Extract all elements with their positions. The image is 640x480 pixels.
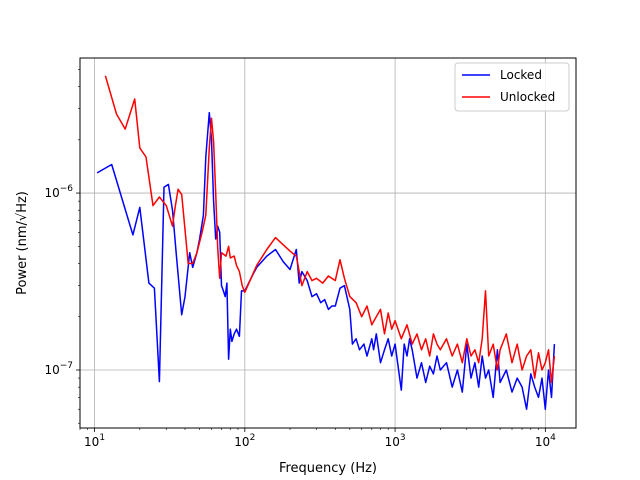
- series-line-unlocked: [104, 75, 556, 384]
- legend-label-locked: Locked: [500, 68, 542, 82]
- x-tick-label: 102: [234, 433, 255, 449]
- y-axis-ticks: 10−7 10−6: [44, 69, 80, 424]
- x-tick-label: 104: [535, 433, 556, 449]
- plot-series: [96, 75, 556, 410]
- grid-lines: [80, 58, 576, 428]
- x-tick-label: 101: [84, 433, 105, 449]
- axes-frame: [79, 57, 577, 429]
- y-tick-label: 10−6: [44, 184, 73, 200]
- x-axis-ticks: 101 102 103 104: [79, 428, 556, 449]
- legend: Locked Unlocked: [454, 62, 570, 112]
- x-axis-label: Frequency (Hz): [279, 461, 377, 476]
- x-tick-label: 103: [385, 433, 406, 449]
- series-line-locked: [96, 111, 556, 410]
- legend-label-unlocked: Unlocked: [500, 90, 555, 104]
- y-axis-label: Power (nm/√Hz): [15, 191, 30, 295]
- y-tick-label: 10−7: [44, 361, 73, 377]
